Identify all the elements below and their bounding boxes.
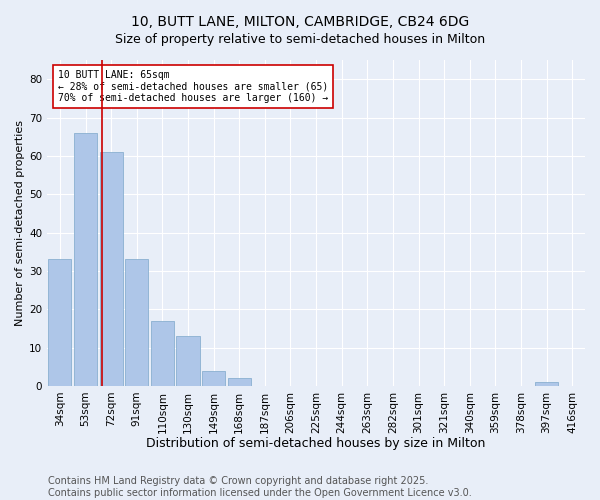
Text: 10, BUTT LANE, MILTON, CAMBRIDGE, CB24 6DG: 10, BUTT LANE, MILTON, CAMBRIDGE, CB24 6… [131, 15, 469, 29]
Bar [74, 133, 97, 386]
Bar [535, 382, 558, 386]
Bar [176, 336, 200, 386]
Bar [151, 320, 174, 386]
Bar [125, 260, 148, 386]
Bar [49, 260, 71, 386]
Text: 10 BUTT LANE: 65sqm
← 28% of semi-detached houses are smaller (65)
70% of semi-d: 10 BUTT LANE: 65sqm ← 28% of semi-detach… [58, 70, 328, 103]
X-axis label: Distribution of semi-detached houses by size in Milton: Distribution of semi-detached houses by … [146, 437, 486, 450]
Bar [202, 370, 225, 386]
Text: Size of property relative to semi-detached houses in Milton: Size of property relative to semi-detach… [115, 32, 485, 46]
Text: Contains HM Land Registry data © Crown copyright and database right 2025.
Contai: Contains HM Land Registry data © Crown c… [48, 476, 472, 498]
Bar [228, 378, 251, 386]
Y-axis label: Number of semi-detached properties: Number of semi-detached properties [15, 120, 25, 326]
Bar [100, 152, 123, 386]
